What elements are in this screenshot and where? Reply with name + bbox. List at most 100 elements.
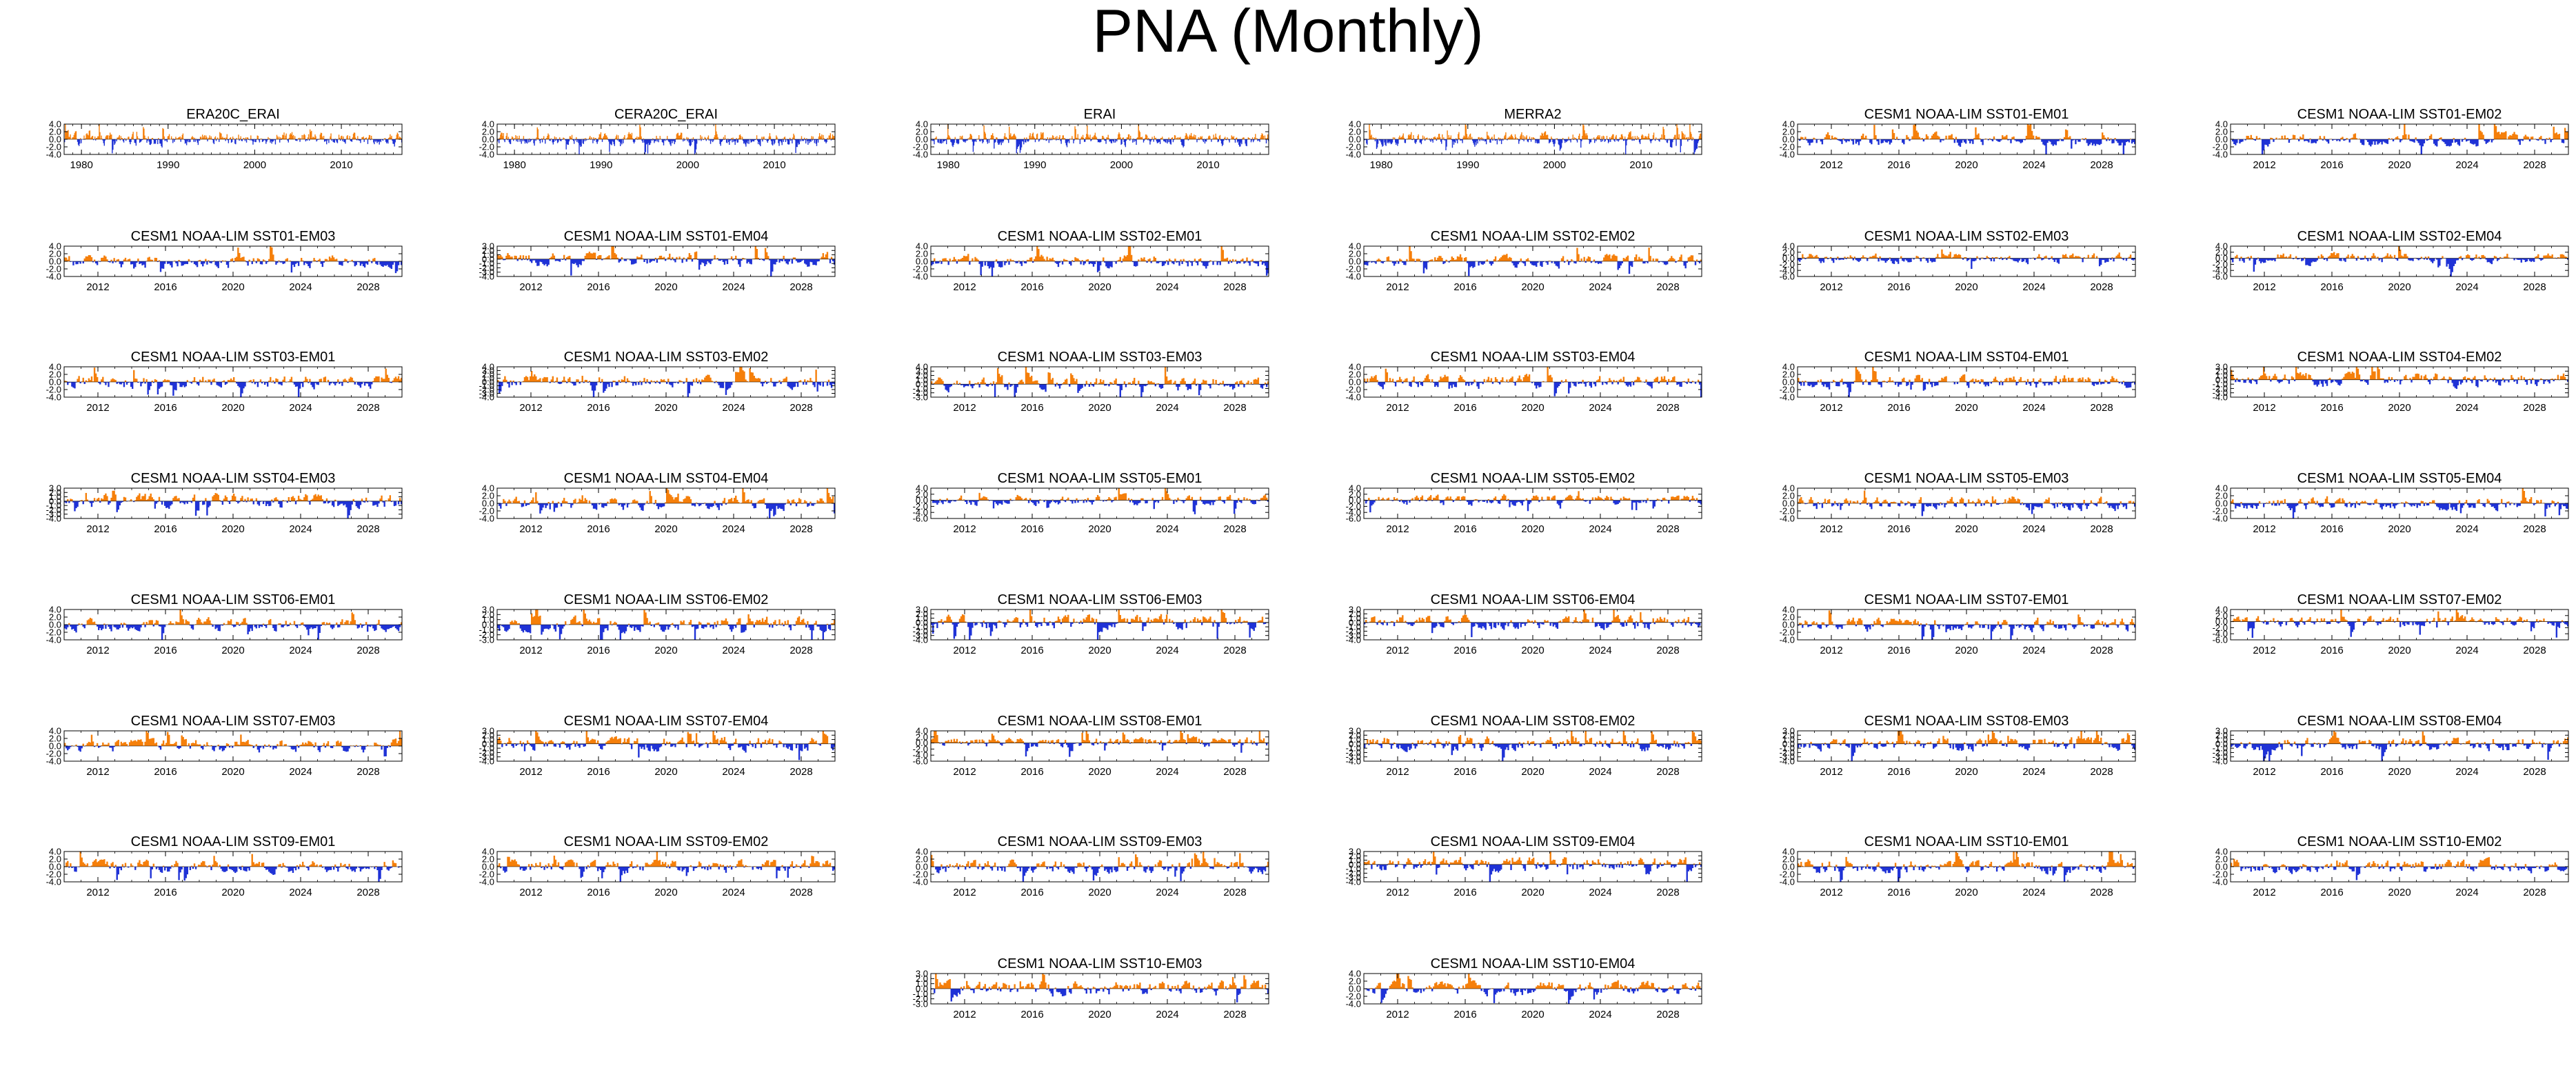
y-tick-label: -6.0 bbox=[1780, 272, 1795, 282]
series-bar bbox=[2335, 139, 2337, 140]
series-bar bbox=[1240, 259, 1242, 261]
series-bar bbox=[1461, 139, 1462, 141]
series-bar bbox=[1254, 137, 1256, 139]
series-bar bbox=[1409, 246, 1411, 261]
series-bar bbox=[1096, 137, 1098, 139]
series-bar bbox=[202, 376, 204, 382]
series-bar bbox=[2388, 256, 2391, 259]
series-bar bbox=[1806, 257, 1808, 259]
series-bar bbox=[779, 139, 781, 141]
series-bar bbox=[377, 139, 379, 142]
series-bar bbox=[1858, 139, 1860, 145]
series-bar bbox=[934, 258, 936, 261]
series-bar bbox=[2103, 135, 2105, 139]
series-bar bbox=[93, 367, 96, 382]
series-bar bbox=[183, 261, 185, 265]
series-bar bbox=[565, 139, 567, 150]
series-bar bbox=[1606, 254, 1608, 261]
series-bar bbox=[1674, 134, 1676, 139]
series-bar bbox=[96, 137, 97, 139]
y-tick-label: -3.0 bbox=[479, 267, 494, 277]
series-bar bbox=[1138, 130, 1140, 139]
series-bar bbox=[2446, 258, 2448, 267]
series-bar bbox=[1968, 139, 1970, 141]
series-bar bbox=[2565, 256, 2568, 259]
series-bar bbox=[128, 382, 131, 383]
series-bar bbox=[1227, 261, 1230, 264]
series-bar bbox=[562, 139, 563, 140]
series-bar bbox=[199, 379, 201, 382]
series-bar bbox=[723, 139, 725, 140]
series-bar bbox=[1609, 254, 1611, 261]
series-bar bbox=[539, 139, 541, 141]
series-bar bbox=[288, 381, 290, 382]
series-bar bbox=[1567, 139, 1569, 141]
series-bar bbox=[279, 261, 281, 263]
series-bar bbox=[1458, 256, 1460, 261]
series-bar bbox=[1834, 137, 1836, 139]
series-area bbox=[2231, 124, 2569, 154]
series-bar bbox=[2478, 256, 2480, 259]
series-bar bbox=[2309, 258, 2311, 266]
series-bar bbox=[105, 135, 108, 139]
series-bar bbox=[1121, 139, 1123, 144]
series-bar bbox=[1192, 137, 1194, 139]
series-bar bbox=[1638, 139, 1640, 143]
series-bar bbox=[2315, 139, 2317, 143]
series-bar bbox=[299, 139, 301, 142]
series-bar bbox=[1941, 139, 1943, 141]
y-tick-label: 2.0 bbox=[1782, 127, 1795, 137]
series-bar bbox=[1453, 259, 1456, 261]
series-bar bbox=[274, 139, 276, 145]
y-tick-label: 0.0 bbox=[482, 134, 494, 145]
series-bar bbox=[1644, 261, 1646, 264]
series-bar bbox=[202, 261, 204, 267]
series-bar bbox=[324, 259, 327, 261]
series-bar bbox=[592, 252, 595, 259]
series-bar bbox=[108, 261, 110, 263]
series-bar bbox=[992, 133, 994, 139]
series-bar bbox=[518, 138, 519, 139]
series-bar bbox=[1568, 261, 1570, 265]
series-bar bbox=[161, 139, 163, 148]
series-bar bbox=[2433, 139, 2435, 144]
series-bar bbox=[2133, 258, 2136, 260]
series-bar bbox=[781, 259, 783, 262]
series-bar bbox=[621, 256, 623, 259]
series-bar bbox=[199, 259, 201, 261]
series-bar bbox=[998, 139, 1000, 145]
series-bar bbox=[359, 382, 362, 388]
series-bar bbox=[1645, 261, 1647, 262]
series-bar bbox=[1907, 258, 1909, 263]
series-bar bbox=[1487, 135, 1489, 139]
series-bar bbox=[692, 139, 694, 143]
series-bar bbox=[1114, 261, 1116, 262]
series-area bbox=[497, 124, 836, 154]
series-bar bbox=[1576, 139, 1578, 143]
series-bar bbox=[192, 381, 194, 382]
series-bar bbox=[140, 382, 142, 387]
series-bar bbox=[1042, 256, 1044, 261]
series-bar bbox=[2558, 257, 2561, 259]
series-bar bbox=[1968, 258, 1970, 261]
series-bar bbox=[2450, 258, 2452, 276]
series-bar bbox=[1560, 139, 1562, 148]
series-bar bbox=[1499, 258, 1501, 261]
series-bar bbox=[2465, 255, 2468, 259]
series-bar bbox=[1020, 139, 1022, 150]
series-bar bbox=[212, 379, 214, 382]
series-bar bbox=[829, 135, 831, 139]
series-bar bbox=[809, 259, 812, 262]
series-bar bbox=[639, 256, 641, 259]
series-bar bbox=[181, 137, 183, 139]
series-bar bbox=[1467, 261, 1469, 263]
series-bar bbox=[179, 261, 181, 263]
series-bar bbox=[255, 139, 256, 143]
series-bar bbox=[2497, 131, 2500, 139]
series-bar bbox=[1025, 139, 1027, 143]
series-bar bbox=[123, 382, 125, 387]
series-bar bbox=[577, 259, 579, 268]
series-bar bbox=[265, 139, 267, 144]
series-bar bbox=[2038, 254, 2040, 259]
y-tick-label: 0.0 bbox=[2215, 253, 2228, 263]
